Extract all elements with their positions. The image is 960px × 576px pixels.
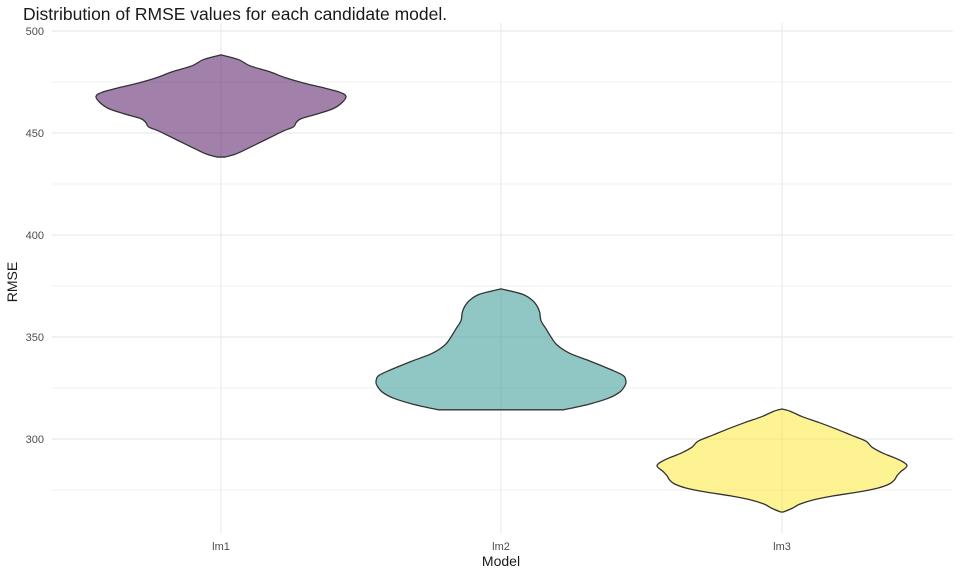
y-tick-label: 300 xyxy=(26,434,44,446)
x-tick-label: lm2 xyxy=(492,541,510,553)
y-tick-label: 400 xyxy=(26,230,44,242)
grid-lines xyxy=(52,23,953,533)
x-tick-label: lm3 xyxy=(773,541,791,553)
x-tick-label: lm1 xyxy=(212,541,230,553)
violin-lm2 xyxy=(375,288,627,411)
chart-title: Distribution of RMSE values for each can… xyxy=(23,4,448,24)
y-tick-label: 450 xyxy=(26,128,44,140)
violins xyxy=(95,54,908,513)
x-axis-title: Model xyxy=(482,553,520,569)
x-tick-labels: lm1 lm2 lm3 xyxy=(212,541,791,553)
violin-lm1 xyxy=(95,54,347,158)
y-tick-label: 500 xyxy=(26,26,44,38)
y-tick-labels: 300 350 400 450 500 xyxy=(26,26,44,446)
y-axis-title: RMSE xyxy=(4,262,20,302)
y-tick-label: 350 xyxy=(26,332,44,344)
violin-lm3 xyxy=(656,408,908,513)
